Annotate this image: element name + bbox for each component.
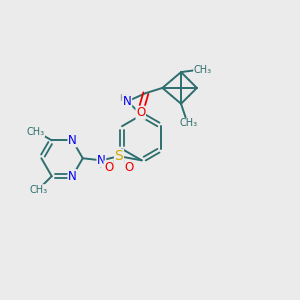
Text: N: N — [68, 170, 77, 183]
Text: N: N — [97, 154, 106, 167]
Text: H: H — [98, 161, 105, 170]
Text: H: H — [119, 94, 125, 103]
Text: CH₃: CH₃ — [194, 65, 212, 75]
Text: S: S — [115, 149, 123, 163]
Text: N: N — [123, 95, 132, 108]
Text: N: N — [68, 134, 77, 147]
Text: CH₃: CH₃ — [29, 185, 47, 195]
Text: CH₃: CH₃ — [26, 127, 44, 136]
Text: O: O — [125, 161, 134, 174]
Text: O: O — [136, 106, 145, 119]
Text: CH₃: CH₃ — [179, 118, 197, 128]
Text: O: O — [104, 161, 113, 174]
